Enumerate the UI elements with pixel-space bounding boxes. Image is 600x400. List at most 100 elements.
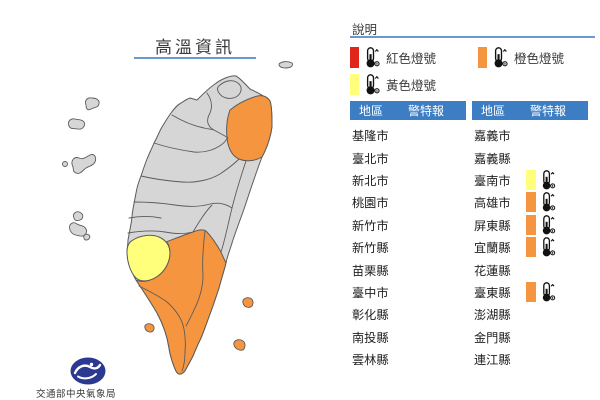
map-island-kinmen <box>71 154 97 174</box>
table-row: 桃園市 <box>350 191 490 213</box>
region-name: 南投縣 <box>352 330 389 345</box>
region-name: 臺東縣 <box>474 285 511 300</box>
table-row: 南投縣 <box>350 326 490 348</box>
table-header-left: 地區 警特報 <box>350 101 466 120</box>
legend-item-red: 紅色燈號 <box>350 46 436 68</box>
taiwan-map <box>62 61 294 375</box>
thermometer-icon <box>541 281 556 302</box>
orange-signal-swatch <box>526 281 536 302</box>
warning-indicator <box>526 281 556 302</box>
table-row: 新北市 <box>350 169 490 191</box>
map-island-guishan <box>278 61 294 69</box>
map-island-penghu-1 <box>73 211 84 222</box>
thermometer-icon <box>541 237 556 258</box>
region-name: 宜蘭縣 <box>474 241 511 256</box>
orange-signal-swatch <box>478 46 487 68</box>
map-island-matsu-b <box>68 118 85 130</box>
region-name: 新竹市 <box>352 218 389 233</box>
table-row: 臺北市 <box>350 146 490 168</box>
table-row: 澎湖縣 <box>472 303 600 325</box>
region-name: 基隆市 <box>352 129 389 144</box>
table-row: 高雄市 <box>472 191 600 213</box>
map-island-penghu-3 <box>83 233 91 241</box>
table-row: 臺東縣 <box>472 281 600 303</box>
table-row: 連江縣 <box>472 348 600 370</box>
cwb-logo <box>70 357 106 385</box>
region-column-header: 地區 <box>481 104 506 118</box>
region-name: 臺中市 <box>352 285 389 300</box>
warning-column-header: 警特報 <box>408 104 445 118</box>
table-row: 宜蘭縣 <box>472 236 600 258</box>
warning-table-left: 基隆市臺北市新北市桃園市新竹市新竹縣苗栗縣臺中市彰化縣南投縣雲林縣 <box>350 124 490 370</box>
table-row: 屏東縣 <box>472 214 600 236</box>
legend-divider <box>350 36 595 38</box>
thermometer-icon <box>365 46 381 68</box>
yellow-signal-swatch <box>526 169 536 190</box>
warning-table-right: 嘉義市嘉義縣臺南市高雄市屏東縣宜蘭縣花蓮縣臺東縣澎湖縣金門縣連江縣 <box>472 124 600 370</box>
page-title: 高溫資訊 <box>155 38 235 57</box>
table-row: 雲林縣 <box>350 348 490 370</box>
region-name: 澎湖縣 <box>474 308 511 323</box>
legend-heading: 說明 <box>352 23 378 37</box>
orange-signal-swatch <box>526 214 536 235</box>
thermometer-icon <box>493 46 509 68</box>
table-header-right: 地區 警特報 <box>472 101 588 120</box>
map-island-penghu-2 <box>69 222 87 237</box>
thermometer-icon <box>541 214 556 235</box>
map-island-liuqiu <box>144 323 155 333</box>
table-row: 新竹縣 <box>350 236 490 258</box>
thermometer-icon <box>541 192 556 213</box>
table-row: 花蓮縣 <box>472 258 600 280</box>
agency-name: 交通部中央氣象局 <box>35 389 116 400</box>
map-island-orchid <box>233 339 246 351</box>
table-row: 苗栗縣 <box>350 258 490 280</box>
map-region-south <box>135 229 227 375</box>
legend-item-orange: 橙色燈號 <box>478 46 564 68</box>
table-row: 新竹市 <box>350 214 490 236</box>
region-name: 臺南市 <box>474 173 511 188</box>
warning-indicator <box>526 214 556 235</box>
table-row: 嘉義市 <box>472 124 600 146</box>
title-underline <box>134 57 256 59</box>
county-borders-south <box>138 230 206 372</box>
region-column-header: 地區 <box>359 104 384 118</box>
region-name: 桃園市 <box>352 196 389 211</box>
warning-column-header: 警特報 <box>530 104 567 118</box>
table-row: 彰化縣 <box>350 303 490 325</box>
warning-indicator <box>526 192 556 213</box>
region-name: 新北市 <box>352 173 389 188</box>
region-name: 新竹縣 <box>352 241 389 256</box>
region-name: 彰化縣 <box>352 308 389 323</box>
warning-indicator <box>526 237 556 258</box>
thermometer-icon <box>541 169 556 190</box>
map-island-green <box>242 297 254 308</box>
table-row: 嘉義縣 <box>472 146 600 168</box>
table-row: 臺中市 <box>350 281 490 303</box>
legend-label: 橙色燈號 <box>514 51 565 66</box>
table-row: 金門縣 <box>472 326 600 348</box>
orange-signal-swatch <box>526 192 536 213</box>
warning-indicator <box>526 169 556 190</box>
map-island-kinmen-islet <box>62 161 68 167</box>
county-borders <box>127 80 247 253</box>
table-row: 基隆市 <box>350 124 490 146</box>
red-signal-swatch <box>350 46 359 68</box>
map-island-matsu-a <box>85 97 100 111</box>
region-name: 屏東縣 <box>474 218 511 233</box>
legend-label: 黃色燈號 <box>386 78 437 93</box>
region-name: 苗栗縣 <box>352 263 389 278</box>
orange-signal-swatch <box>526 237 536 258</box>
region-name: 雲林縣 <box>352 353 389 368</box>
region-name: 高雄市 <box>474 196 511 211</box>
region-name: 連江縣 <box>474 353 511 368</box>
region-name: 金門縣 <box>474 330 511 345</box>
region-name: 嘉義縣 <box>474 151 511 166</box>
legend-label: 紅色燈號 <box>386 51 437 66</box>
yellow-signal-swatch <box>350 73 359 95</box>
region-name: 嘉義市 <box>474 129 511 144</box>
region-name: 花蓮縣 <box>474 263 511 278</box>
region-name: 臺北市 <box>352 151 389 166</box>
table-row: 臺南市 <box>472 169 600 191</box>
map-region-yilan <box>226 95 273 162</box>
